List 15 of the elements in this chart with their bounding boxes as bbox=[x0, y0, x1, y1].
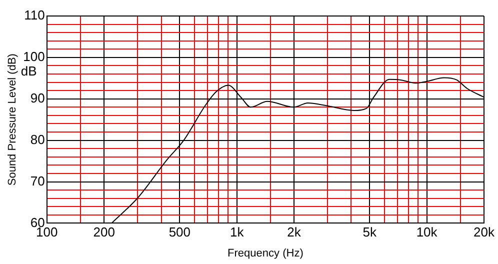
y-tick-label: 70 bbox=[30, 173, 45, 188]
x-tick-label: 1k bbox=[230, 224, 244, 240]
y-tick-label: 100 bbox=[23, 49, 45, 64]
y-tick-label: 90 bbox=[30, 90, 45, 106]
y-axis-title: Sound Pressure Level (dB) bbox=[6, 54, 19, 186]
x-tick-label: 500 bbox=[168, 224, 191, 240]
y-tick-label: 110 bbox=[24, 8, 45, 23]
x-tick-label: 2k bbox=[287, 224, 302, 240]
x-tick-label: 200 bbox=[93, 224, 115, 240]
y-tick-label: 80 bbox=[30, 132, 45, 147]
x-tick-label: 5k bbox=[362, 224, 377, 240]
text: dB bbox=[20, 64, 37, 79]
x-tick-label: 10k bbox=[416, 224, 438, 240]
x-axis-title: Frequency (Hz) bbox=[228, 247, 304, 260]
x-tick-label: 20k bbox=[474, 224, 495, 240]
